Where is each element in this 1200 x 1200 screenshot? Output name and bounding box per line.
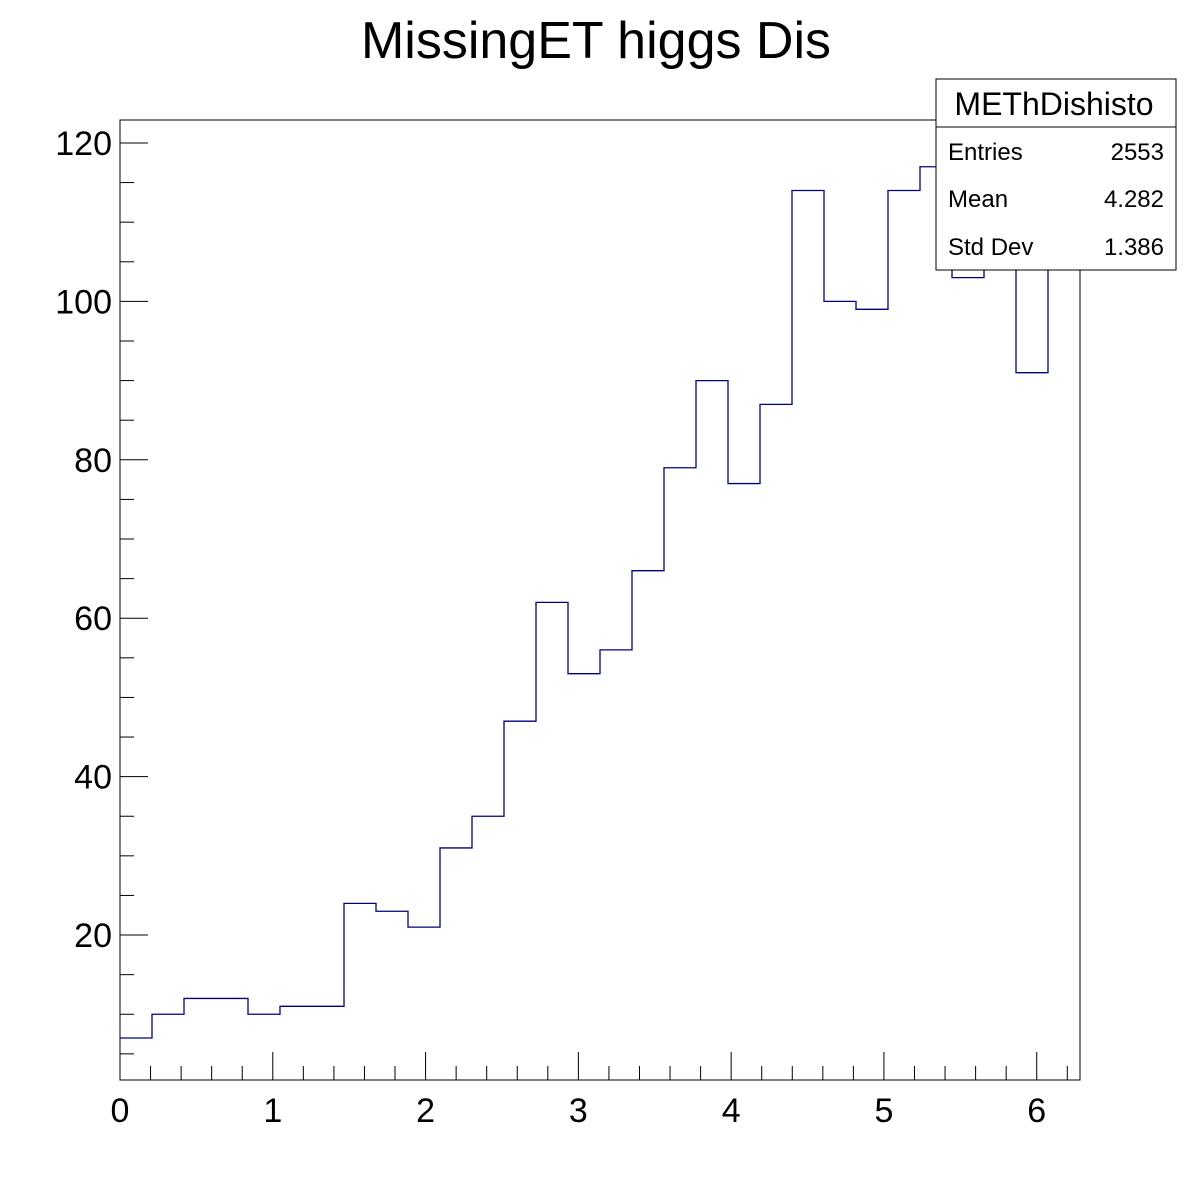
x-tick-label: 1 bbox=[263, 1092, 282, 1130]
y-tick-label: 40 bbox=[74, 759, 112, 797]
histogram-bin bbox=[792, 190, 824, 1080]
histogram-bin bbox=[504, 721, 536, 1080]
chart-title: MissingET higgs Dis bbox=[361, 12, 831, 70]
histogram-bin bbox=[760, 404, 792, 1080]
stats-box-frame bbox=[935, 78, 1177, 271]
histogram-bin bbox=[312, 1006, 344, 1080]
histogram-bin bbox=[696, 381, 728, 1080]
stats-stddev-value: 1.386 bbox=[1104, 234, 1164, 261]
histogram-bin bbox=[1016, 373, 1048, 1080]
histogram-bin bbox=[376, 911, 408, 1080]
histogram-line bbox=[120, 134, 1080, 1039]
histogram-bin bbox=[1048, 135, 1080, 1080]
axes: 20 40 60 80 100 120 0 1 2 3 4 5 6 bbox=[55, 119, 1081, 1130]
stats-stddev-label: Std Dev bbox=[948, 234, 1033, 261]
histogram-bin bbox=[280, 1006, 312, 1080]
histogram-bin bbox=[152, 1014, 184, 1080]
stats-entries-label: Entries bbox=[948, 139, 1023, 166]
histogram-bin bbox=[568, 674, 600, 1080]
histogram-bin bbox=[984, 238, 1016, 1080]
histogram-bin bbox=[600, 650, 632, 1080]
y-tick-label: 60 bbox=[74, 600, 112, 638]
x-tick-label: 6 bbox=[1027, 1092, 1046, 1130]
histogram-bin bbox=[664, 468, 696, 1080]
x-tick-label: 0 bbox=[111, 1092, 130, 1130]
histogram-bin bbox=[920, 167, 952, 1080]
histogram-bin bbox=[856, 309, 888, 1080]
histogram-bin bbox=[248, 1014, 280, 1080]
histogram-bin bbox=[440, 848, 472, 1080]
stats-box-name: METhDishisto bbox=[954, 86, 1153, 122]
x-tick-label: 3 bbox=[569, 1092, 588, 1130]
plot-frame bbox=[119, 119, 1081, 1081]
histogram-bin bbox=[120, 1038, 152, 1080]
histogram-bin bbox=[952, 278, 984, 1080]
histogram-bin bbox=[632, 571, 664, 1080]
x-tick-label: 5 bbox=[874, 1092, 893, 1130]
histogram-bin bbox=[408, 927, 440, 1080]
histogram-bin bbox=[728, 484, 760, 1080]
histogram-bin bbox=[184, 998, 216, 1080]
stats-box: METhDishisto Entries 2553 Mean 4.282 Std… bbox=[935, 78, 1177, 271]
histogram-bin bbox=[472, 816, 504, 1080]
histogram-bin bbox=[824, 301, 856, 1080]
histogram-bin bbox=[344, 903, 376, 1080]
stats-entries-value: 2553 bbox=[1111, 139, 1164, 166]
stats-mean-value: 4.282 bbox=[1104, 186, 1164, 213]
x-tick-label: 2 bbox=[416, 1092, 435, 1130]
y-tick-label: 20 bbox=[74, 917, 112, 955]
y-tick-label: 80 bbox=[74, 442, 112, 480]
histogram-bin bbox=[216, 998, 248, 1080]
histogram bbox=[120, 134, 1080, 1080]
y-tick-label: 120 bbox=[55, 125, 112, 163]
y-tick-label: 100 bbox=[55, 283, 112, 321]
histogram-bin bbox=[888, 190, 920, 1080]
histogram-bin bbox=[536, 602, 568, 1080]
stats-mean-label: Mean bbox=[948, 186, 1008, 213]
x-tick-label: 4 bbox=[722, 1092, 741, 1130]
